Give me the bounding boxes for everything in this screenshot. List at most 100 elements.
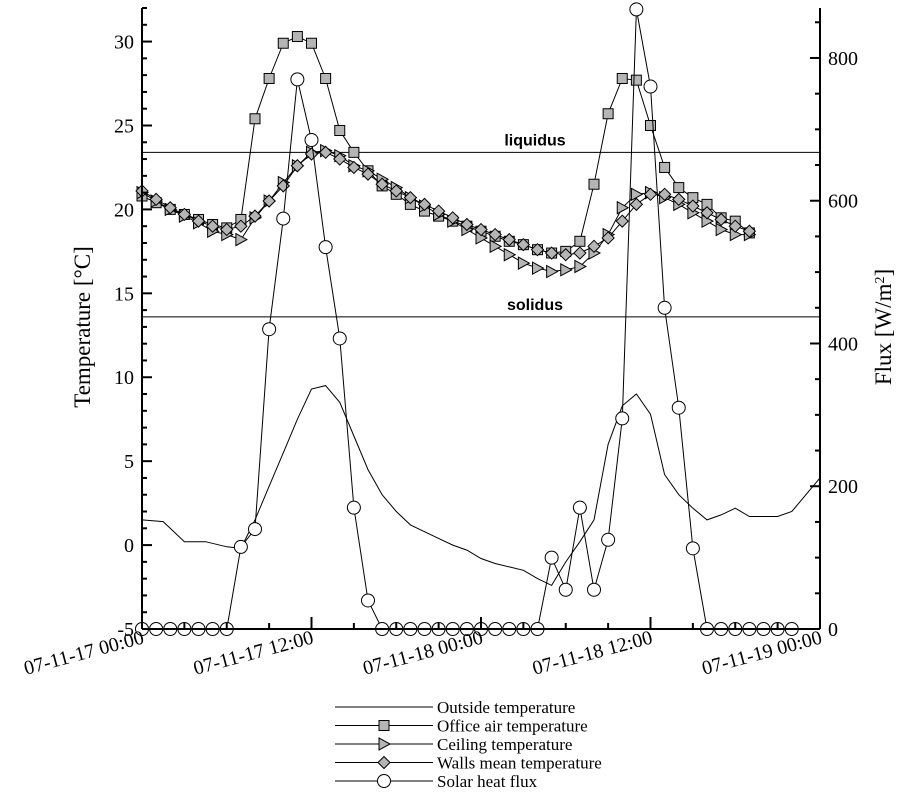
y-left-tick-label: 0 bbox=[124, 535, 134, 557]
y-left-tick-label: 20 bbox=[114, 199, 134, 221]
y-left-tick-label: 25 bbox=[114, 115, 134, 137]
data-point bbox=[177, 207, 192, 222]
data-point bbox=[248, 522, 262, 537]
data-point bbox=[615, 214, 629, 228]
data-point bbox=[572, 500, 587, 515]
y-left-tick-label: 15 bbox=[114, 283, 134, 305]
data-point bbox=[361, 593, 375, 608]
y-axis-title-right: Flux [W/m2] bbox=[871, 269, 896, 385]
data-point bbox=[588, 178, 600, 190]
data-point bbox=[629, 2, 644, 17]
data-point bbox=[234, 219, 248, 233]
data-point bbox=[715, 222, 729, 237]
data-point bbox=[332, 331, 347, 346]
legend-label: Walls mean temperature bbox=[437, 754, 602, 773]
data-point bbox=[334, 125, 346, 137]
x-tick-label: 07-11-17 00:00 bbox=[22, 627, 147, 680]
data-point bbox=[587, 582, 601, 597]
y-right-tick-label: 800 bbox=[828, 48, 858, 70]
y-left-tick-label: -5 bbox=[117, 619, 134, 641]
data-point bbox=[559, 248, 573, 262]
data-point bbox=[546, 264, 559, 279]
series-line bbox=[141, 35, 750, 254]
data-point bbox=[431, 204, 446, 218]
data-point bbox=[700, 206, 714, 220]
data-point bbox=[574, 235, 586, 247]
data-point bbox=[630, 187, 644, 202]
y-right-tick-label: 600 bbox=[828, 191, 858, 213]
y-left-tick-label: 30 bbox=[114, 32, 134, 54]
data-point bbox=[417, 197, 432, 212]
data-point bbox=[149, 192, 163, 207]
legend-label: Ceiling temperature bbox=[437, 735, 572, 754]
series-line bbox=[141, 385, 821, 587]
data-point bbox=[673, 182, 685, 194]
data-point bbox=[645, 119, 656, 131]
data-point bbox=[389, 184, 403, 198]
data-point bbox=[191, 214, 206, 228]
data-point bbox=[304, 133, 319, 148]
data-point bbox=[544, 550, 559, 565]
data-point bbox=[205, 219, 220, 233]
data-point bbox=[446, 211, 460, 225]
legend-label: Solar heat flux bbox=[437, 772, 538, 791]
data-point bbox=[643, 187, 658, 202]
data-point bbox=[488, 227, 502, 242]
reference-lines: liquidus solidus bbox=[142, 132, 820, 318]
data-point bbox=[629, 197, 644, 212]
legend-marker bbox=[378, 720, 390, 731]
legend-item: Walls mean temperature bbox=[335, 754, 602, 773]
data-point bbox=[742, 224, 757, 238]
data-point bbox=[489, 239, 503, 254]
legend-item: Ceiling temperature bbox=[335, 735, 572, 754]
data-point bbox=[616, 72, 628, 84]
data-point bbox=[460, 217, 474, 232]
data-point bbox=[502, 232, 516, 247]
data-point bbox=[346, 500, 361, 515]
data-point bbox=[233, 539, 248, 554]
data-point bbox=[277, 37, 289, 49]
data-point bbox=[361, 167, 375, 181]
data-point bbox=[532, 261, 545, 275]
data-point bbox=[290, 72, 305, 87]
data-point bbox=[263, 72, 275, 84]
data-point bbox=[262, 322, 277, 337]
data-point bbox=[320, 72, 332, 84]
data-point bbox=[516, 237, 531, 252]
data-point bbox=[375, 177, 389, 191]
data-point bbox=[347, 160, 361, 175]
data-point bbox=[601, 532, 616, 547]
data-point bbox=[728, 219, 742, 233]
data-point bbox=[672, 192, 686, 207]
y-right-tick-label: 400 bbox=[828, 333, 858, 355]
reference-label-solidus: solidus bbox=[507, 297, 563, 314]
data-point bbox=[291, 31, 303, 43]
data-point bbox=[517, 256, 531, 270]
series-layer bbox=[135, 2, 821, 636]
y-left-tick-label: 10 bbox=[114, 367, 134, 389]
data-point bbox=[685, 541, 700, 556]
legend-item: Outside temperature bbox=[335, 698, 575, 717]
data-point bbox=[601, 231, 615, 245]
data-point bbox=[714, 212, 728, 227]
series-outside-temperature bbox=[141, 385, 821, 587]
data-point bbox=[615, 411, 630, 426]
x-tick-label: 07-11-18 12:00 bbox=[530, 627, 655, 680]
data-point bbox=[304, 147, 319, 161]
y-left-tick-label: 5 bbox=[124, 451, 134, 473]
data-point bbox=[530, 242, 545, 257]
legend-label: Outside temperature bbox=[437, 698, 575, 717]
data-point bbox=[616, 200, 630, 215]
data-point bbox=[657, 187, 672, 202]
axes: -5 0 5 10 15 20 25 30 0 200 400 600 800 07-11-17 00:0… bbox=[22, 7, 858, 680]
data-point bbox=[671, 400, 686, 415]
data-point bbox=[659, 161, 671, 173]
data-point bbox=[248, 209, 262, 223]
series-solar-heat-flux bbox=[135, 2, 799, 636]
data-point bbox=[276, 211, 291, 226]
data-point bbox=[686, 199, 700, 213]
data-point bbox=[403, 190, 418, 205]
data-point bbox=[587, 239, 601, 254]
